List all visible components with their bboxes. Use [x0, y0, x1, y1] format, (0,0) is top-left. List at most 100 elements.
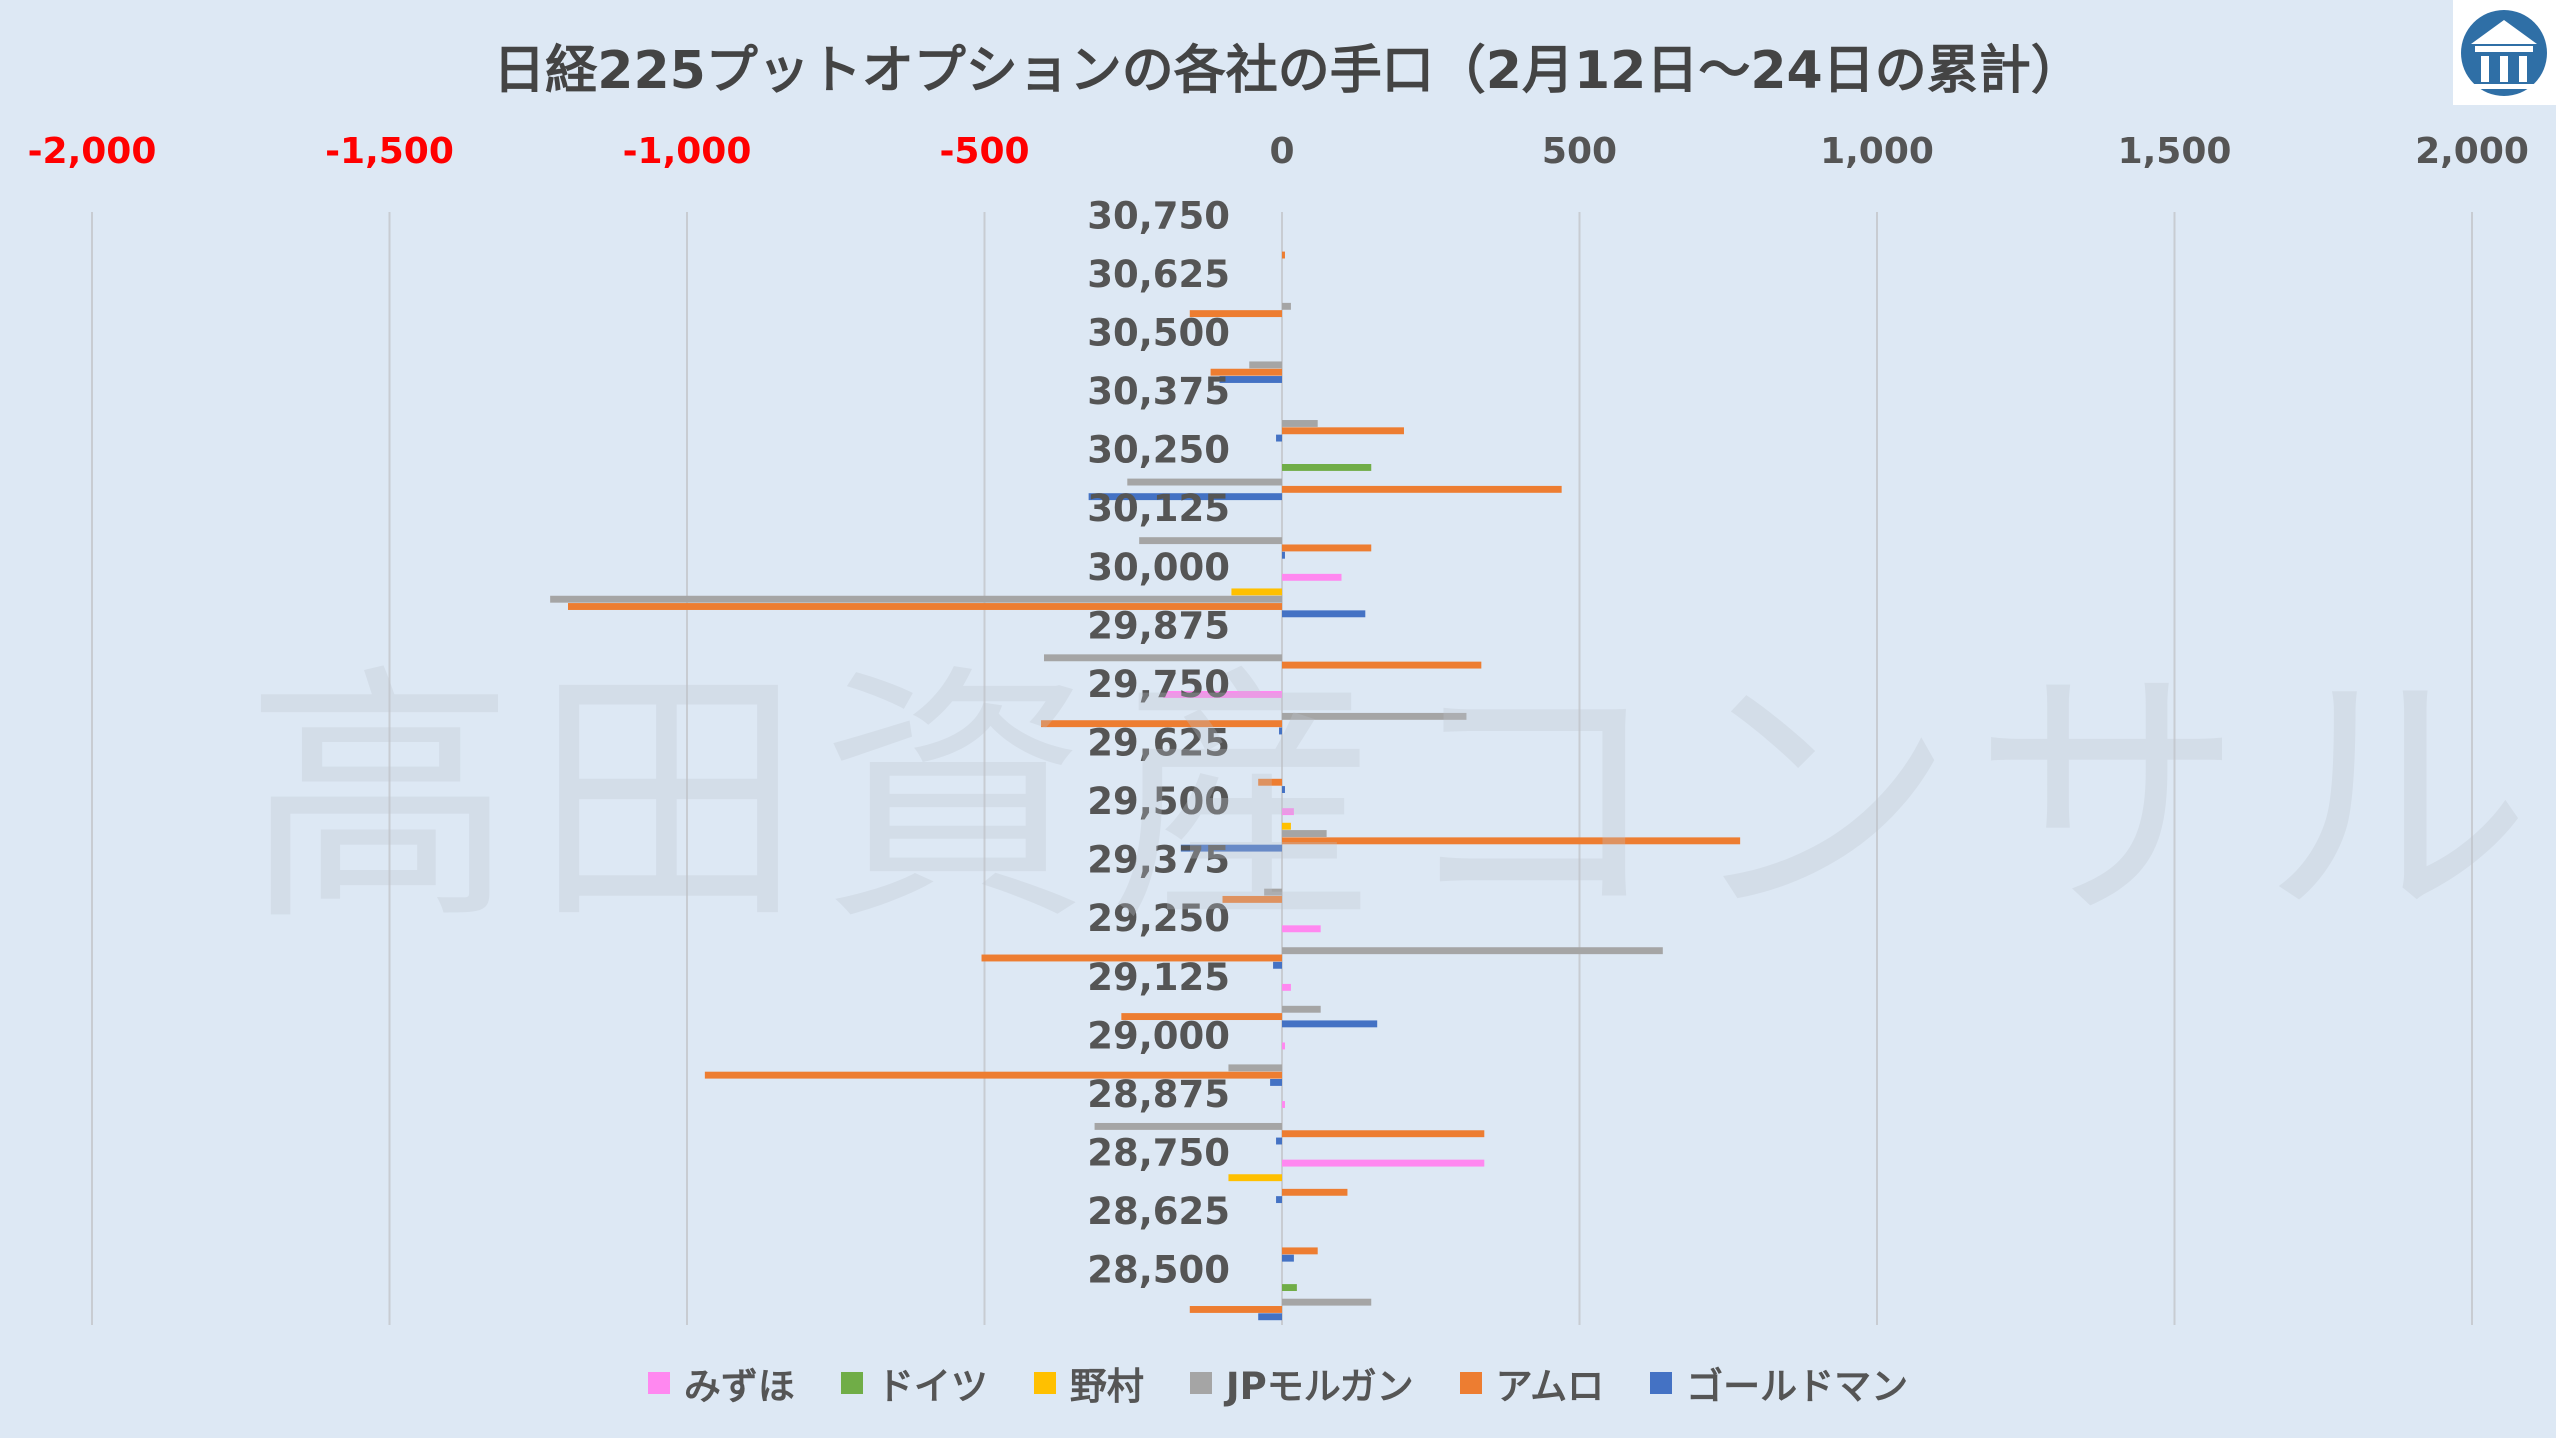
bar [1189, 1306, 1282, 1313]
bar [1282, 983, 1291, 991]
bar [1282, 947, 1663, 955]
y-category-label: 28,750 [1087, 1132, 1230, 1175]
y-category-label: 30,625 [1087, 253, 1230, 296]
bar [1258, 778, 1282, 786]
bar [1282, 485, 1562, 493]
legend-item-amro: アムロ [1459, 1356, 1605, 1410]
bar [1282, 464, 1372, 471]
y-category-label: 30,500 [1087, 311, 1230, 354]
bar [1282, 1298, 1372, 1306]
bar [1282, 712, 1467, 720]
bar [1282, 1130, 1485, 1138]
legend-swatch [647, 1372, 670, 1394]
chart-legend: みずほ ドイツ 野村 JPモルガン アムロ ゴールドマン [0, 1356, 2556, 1410]
bar [1163, 691, 1282, 698]
legend-swatch [1650, 1372, 1673, 1394]
bar [1282, 551, 1285, 559]
bar [1139, 537, 1282, 545]
bar [1282, 1159, 1485, 1167]
bar [1282, 1284, 1297, 1292]
y-category-label: 30,125 [1087, 487, 1230, 530]
bar [1282, 1188, 1348, 1196]
y-category-label: 29,125 [1087, 956, 1230, 999]
bar [1282, 251, 1285, 259]
bar [1282, 1005, 1321, 1013]
y-category-label: 30,250 [1087, 429, 1230, 472]
x-tick-label: -1,500 [325, 131, 454, 172]
legend-label: JPモルガン [1225, 1365, 1414, 1408]
bar [1228, 1174, 1282, 1182]
legend-item-jpmorgan: JPモルガン [1189, 1356, 1414, 1410]
legend-swatch [1033, 1372, 1056, 1394]
bar [1121, 1013, 1282, 1021]
x-tick-label: 0 [1269, 131, 1294, 172]
y-category-label: 28,875 [1087, 1073, 1230, 1116]
legend-item-goldman: ゴールドマン [1650, 1356, 1908, 1410]
legend-label: みずほ [683, 1365, 795, 1408]
watermark-text: 高田資産コンサル [245, 642, 2549, 957]
y-category-label: 29,750 [1087, 663, 1230, 706]
x-tick-label: -500 [939, 131, 1029, 172]
x-tick-label: -1,000 [623, 131, 752, 172]
bar [1044, 654, 1282, 662]
bar [704, 1071, 1282, 1079]
bar [1273, 961, 1282, 969]
bar [1282, 1042, 1285, 1050]
bar [1282, 544, 1372, 552]
bar [1282, 1254, 1294, 1262]
x-tick-label: 2,000 [2415, 131, 2529, 172]
bar [1127, 478, 1282, 486]
bar [1282, 661, 1482, 669]
x-tick-label: 500 [1542, 131, 1617, 172]
bar [1276, 1137, 1282, 1145]
legend-swatch [1189, 1372, 1212, 1394]
y-category-label: 28,500 [1087, 1249, 1230, 1292]
y-category-label: 28,625 [1087, 1190, 1230, 1233]
legend-item-mizuho: みずほ [647, 1356, 795, 1410]
bar [1088, 493, 1282, 501]
bar [1189, 310, 1282, 318]
bar [1282, 1020, 1378, 1028]
y-category-label: 29,375 [1087, 839, 1230, 882]
bar [1282, 808, 1294, 816]
bar [1270, 1078, 1282, 1086]
bar [1282, 427, 1404, 435]
bar [981, 954, 1282, 962]
bar [1041, 720, 1282, 728]
legend-label: アムロ [1495, 1365, 1605, 1408]
bar [1282, 573, 1342, 581]
bar [1282, 610, 1366, 618]
legend-swatch [840, 1372, 863, 1394]
legend-swatch [1459, 1372, 1482, 1394]
bar [1282, 786, 1285, 793]
bar [1282, 925, 1321, 933]
bar [1282, 1101, 1285, 1108]
bar [1222, 895, 1282, 903]
bar [1210, 368, 1282, 376]
y-category-label: 29,875 [1087, 604, 1230, 647]
bar [1282, 302, 1291, 310]
x-tick-label: -2,000 [28, 131, 157, 172]
y-category-label: 29,000 [1087, 1014, 1230, 1057]
legend-label: ドイツ [876, 1365, 988, 1408]
bar [550, 595, 1282, 603]
company-logo [2453, 0, 2556, 105]
legend-label: ゴールドマン [1686, 1365, 1909, 1408]
y-category-label: 29,250 [1087, 897, 1230, 940]
bar [568, 603, 1282, 610]
bar [1094, 1122, 1282, 1130]
bar [1231, 588, 1282, 596]
y-category-label: 30,375 [1087, 370, 1230, 413]
legend-label: 野村 [1069, 1365, 1144, 1408]
bar [1276, 1196, 1282, 1204]
bar [1279, 727, 1282, 735]
x-tick-label: 1,500 [2118, 131, 2232, 172]
bar [1282, 837, 1741, 845]
bar [1228, 1064, 1282, 1072]
bar [1282, 1247, 1318, 1255]
y-category-label: 29,500 [1087, 780, 1230, 823]
y-category-label: 29,625 [1087, 722, 1230, 765]
legend-item-nomura: 野村 [1033, 1356, 1144, 1410]
bar [1276, 434, 1282, 442]
